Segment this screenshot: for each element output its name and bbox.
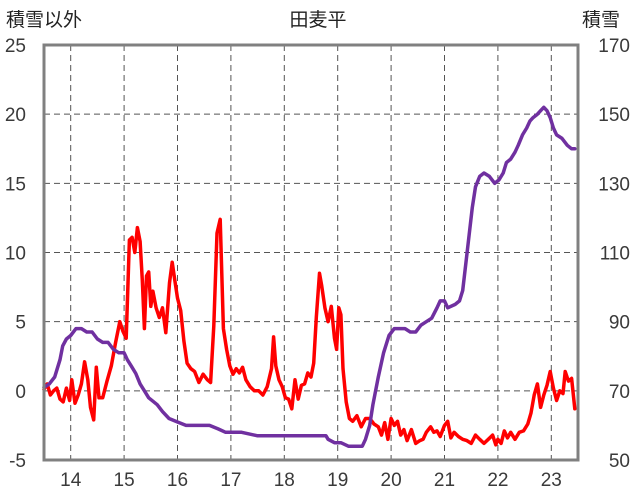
y-left-tick-label: 25 [5,36,26,57]
x-tick-label: 19 [327,470,348,491]
series-group [42,105,577,448]
grid-lines [44,45,578,460]
x-axis-ticks: 14 15 16 17 18 19 20 21 22 23 [60,470,562,491]
x-tick-label: 22 [487,470,508,491]
x-tick-label: 16 [167,470,188,491]
x-tick-label: 14 [60,470,82,491]
y-left-tick-label: 5 [15,313,26,334]
series-line-right [42,105,577,448]
y-left-tick-label: 0 [15,382,26,403]
y-left-tick-label: -5 [9,451,26,472]
x-tick-label: 23 [541,470,562,491]
y-right-tick-label: 150 [598,105,630,126]
x-tick-label: 15 [114,470,135,491]
y-right-tick-label: 70 [609,382,630,403]
y-axis-right-ticks: 50 70 90 110 130 150 170 [598,36,630,472]
y-left-tick-label: 20 [5,105,26,126]
y-right-tick-label: 50 [609,451,630,472]
y-axis-label-left: 積雪以外 [6,9,82,31]
y-right-tick-label: 110 [600,244,630,265]
x-tick-label: 21 [434,470,455,491]
y-right-tick-label: 130 [598,174,630,195]
y-axis-left-ticks: -5 0 5 10 15 20 25 [5,36,26,472]
chart-title: 田麦平 [289,9,346,31]
series-line-left [42,217,577,447]
plot-frame [42,43,580,462]
y-axis-label-right: 積雪 [582,9,620,31]
y-left-tick-label: 10 [5,244,26,265]
x-tick-label: 18 [274,470,295,491]
y-right-tick-label: 170 [598,36,630,57]
x-tick-label: 20 [381,470,402,491]
y-right-tick-label: 90 [609,313,630,334]
y-left-tick-label: 15 [5,174,26,195]
x-tick-label: 17 [220,470,241,491]
